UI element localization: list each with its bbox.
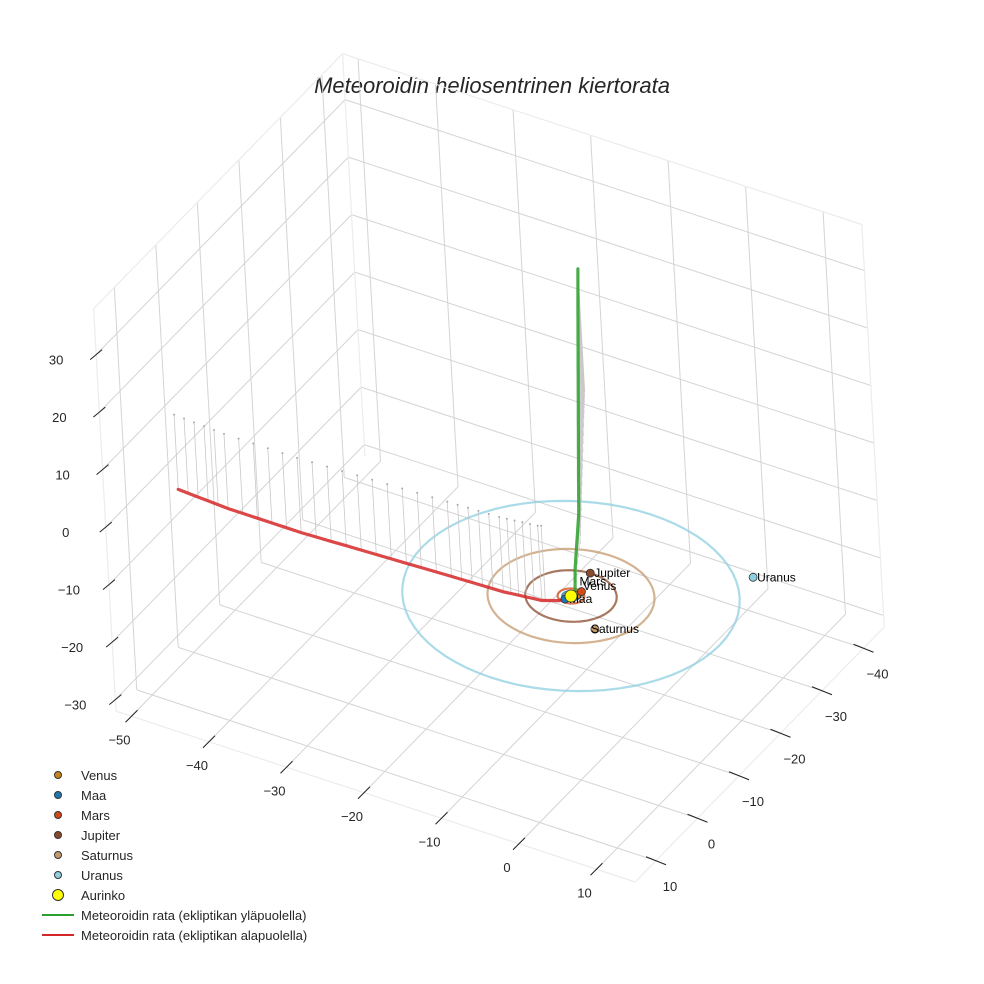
legend-label: Meteoroidin rata (ekliptikan yläpuolella…	[81, 907, 307, 923]
legend-label: Aurinko	[81, 887, 126, 903]
legend-item[interactable]: Venus	[38, 765, 307, 785]
y-tick-label: 0	[708, 836, 715, 851]
planet-saturnus[interactable]	[590, 624, 600, 634]
legend-item[interactable]: Aurinko	[38, 885, 307, 905]
legend-marker-icon	[38, 805, 78, 825]
legend-item[interactable]: Meteoroidin rata (ekliptikan alapuolella…	[38, 925, 307, 945]
legend-label: Meteoroidin rata (ekliptikan alapuolella…	[81, 927, 308, 943]
y-tick-label: −20	[783, 751, 805, 766]
x-tick-label: 0	[503, 860, 510, 875]
legend-item[interactable]: Meteoroidin rata (ekliptikan yläpuolella…	[38, 905, 307, 925]
z-tick-label: −20	[61, 640, 83, 655]
z-tick-label: 20	[52, 410, 66, 425]
legend-marker-icon	[38, 885, 78, 905]
y-tick-label: −10	[742, 794, 764, 809]
trajectory-below-ecliptic[interactable]	[176, 487, 573, 603]
legend-marker-icon	[38, 785, 78, 805]
planet-label: Saturnus	[591, 622, 639, 636]
sun-marker[interactable]	[564, 589, 578, 603]
legend-item[interactable]: Saturnus	[38, 845, 307, 865]
legend-marker-icon	[38, 845, 78, 865]
x-tick-label: 10	[577, 885, 591, 900]
orbit-uranus	[401, 499, 741, 693]
x-tick-label: −30	[263, 783, 285, 798]
legend-label: Jupiter	[81, 827, 121, 843]
planet-uranus[interactable]	[748, 572, 758, 582]
legend-item[interactable]: Mars	[38, 805, 307, 825]
planet-label: Mars	[579, 575, 606, 589]
x-tick-label: −10	[418, 834, 440, 849]
x-tick-label: −40	[186, 758, 208, 773]
legend-line-icon	[38, 925, 78, 945]
z-tick-label: −10	[58, 583, 80, 598]
trajectory-above-ecliptic[interactable]	[573, 267, 581, 594]
legend-label: Uranus	[81, 867, 123, 883]
z-tick-label: 0	[62, 525, 69, 540]
legend-label: Saturnus	[81, 847, 134, 863]
planet-jupiter[interactable]	[585, 568, 595, 578]
legend-marker-icon	[38, 865, 78, 885]
y-tick-label: −30	[825, 709, 847, 724]
legend-item[interactable]: Jupiter	[38, 825, 307, 845]
axis-ticks: −50 −40 −30 −20 −10 0 10 −40 −30 −20 −10 0 10 −30 −20 −…	[49, 349, 889, 900]
chart-title: Meteoroidin heliosentrinen kiertorata	[314, 73, 670, 98]
z-tick-label: −30	[64, 698, 86, 713]
legend-label: Mars	[81, 807, 110, 823]
legend-label: Venus	[81, 767, 118, 783]
legend-line-icon	[38, 905, 78, 925]
legend: Venus Maa Mars Jupiter Saturnus Uranus Aurinko…	[38, 765, 307, 945]
planet-label: Jupiter	[594, 566, 630, 580]
legend-item[interactable]: Maa	[38, 785, 307, 805]
z-tick-label: 10	[55, 468, 69, 483]
legend-label: Maa	[81, 787, 107, 803]
x-tick-label: −20	[341, 809, 363, 824]
grid-panes	[92, 53, 885, 883]
planet-label: Venus	[583, 579, 616, 593]
meteoroid-trajectories	[176, 267, 581, 603]
orbit-jupiter	[524, 569, 618, 623]
legend-marker-icon	[38, 765, 78, 785]
legend-marker-icon	[38, 825, 78, 845]
z-tick-label: 30	[49, 353, 63, 368]
y-tick-label: −40	[866, 666, 888, 681]
orbit-saturnus	[486, 547, 656, 645]
y-tick-label: 10	[663, 879, 677, 894]
planet-mars[interactable]	[577, 587, 586, 596]
legend-item[interactable]: Uranus	[38, 865, 307, 885]
x-tick-label: −50	[108, 732, 130, 747]
planet-label: Uranus	[757, 570, 796, 584]
